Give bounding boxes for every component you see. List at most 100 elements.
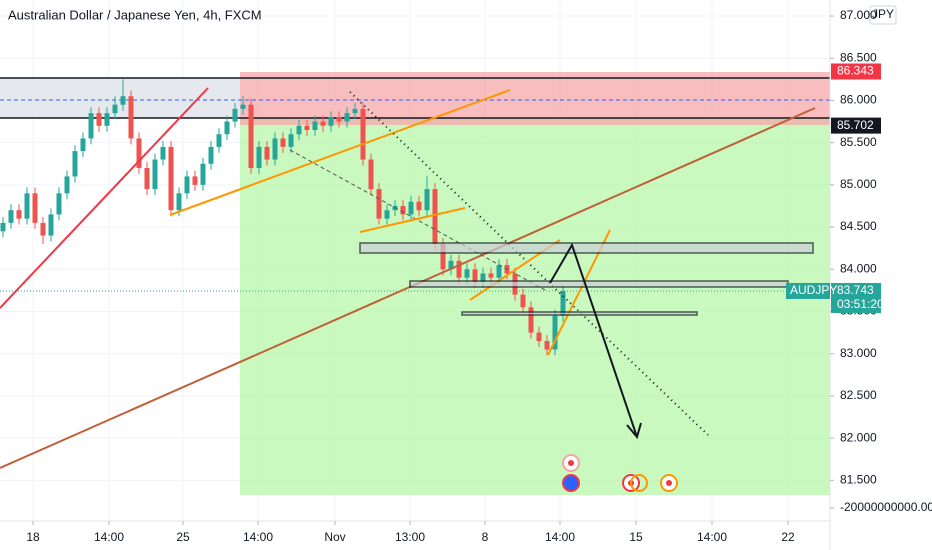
candle-body [456, 260, 462, 278]
y-tick-label: 84.500 [840, 219, 877, 233]
event-icon [562, 474, 580, 492]
y-tick-label: 82.500 [840, 388, 877, 402]
symbol-label-bg [786, 282, 830, 299]
candle-body [464, 269, 470, 278]
price-label: 85.702 [837, 118, 874, 132]
candle-body [40, 222, 46, 236]
candle-body [352, 108, 358, 114]
candle-body [88, 113, 94, 139]
y-tick-label: 86.500 [840, 50, 877, 64]
level-zone [409, 280, 789, 288]
x-tick-label: 22 [781, 530, 795, 544]
candles [0, 79, 566, 356]
price-label: 86.343 [837, 64, 874, 78]
candle-body [248, 104, 254, 168]
candle-body [304, 125, 310, 130]
stop-zone [240, 72, 830, 125]
trend-line [0, 87, 209, 309]
x-tick-label: 14:00 [697, 530, 727, 544]
arrow-head [626, 422, 642, 440]
channel-line [359, 207, 466, 233]
candle-body [216, 134, 222, 147]
y-tick-label: 85.500 [840, 135, 877, 149]
y-tick-label: 81.500 [840, 472, 877, 486]
x-tick-label: 8 [482, 530, 489, 544]
candle-body [424, 189, 430, 211]
candle-body [368, 159, 374, 190]
x-tick-label: Nov [324, 530, 345, 544]
candle-body [448, 260, 454, 270]
symbol-label: AUDJPY [790, 283, 837, 297]
candle-body [72, 151, 78, 177]
event-icon [630, 474, 648, 492]
candle-body [544, 341, 550, 350]
candle-body [168, 146, 174, 211]
candle-body [128, 96, 134, 139]
x-tick-label: 15 [629, 530, 643, 544]
candle-body [400, 205, 406, 215]
candle-body [136, 138, 142, 168]
candle-body [328, 117, 334, 126]
candle-body [104, 113, 110, 126]
candle-body [120, 96, 126, 105]
event-markers [562, 454, 678, 492]
candle-body [80, 138, 86, 152]
candle-body [56, 193, 62, 215]
candle-body [32, 193, 38, 223]
countdown: 03:51:20 [837, 297, 884, 311]
price-label-bg [831, 63, 881, 80]
price-label-bg [831, 117, 881, 134]
candle-body [488, 273, 494, 278]
candle-body [200, 163, 206, 185]
candle-body [256, 146, 262, 168]
candle-body [416, 201, 422, 211]
price-label-bg [831, 282, 881, 313]
candle-body [376, 189, 382, 219]
candle-body [552, 315, 558, 350]
candle-body [24, 193, 30, 219]
y-tick-label: 85.000 [840, 177, 877, 191]
candle-body [280, 138, 286, 147]
candle-body [48, 214, 54, 236]
x-tick-label: 18 [26, 530, 40, 544]
x-tick-label: 13:00 [395, 530, 425, 544]
event-icon [666, 480, 672, 486]
candle-body [296, 125, 302, 135]
y-tick-label: 87.000 [840, 8, 877, 22]
x-tick-label: 25 [176, 530, 190, 544]
event-icon [568, 460, 574, 466]
candle-body [0, 222, 6, 232]
candle-body [264, 146, 270, 160]
candle-body [8, 210, 14, 223]
volume-tick-label: -20000000000.000 [840, 500, 932, 514]
currency-badge [869, 5, 897, 25]
y-tick-label: 86.000 [840, 93, 877, 107]
x-tick-label: 14:00 [94, 530, 124, 544]
candle-body [496, 265, 502, 278]
candle-body [160, 146, 166, 160]
candle-body [560, 290, 566, 316]
candle-body [112, 104, 118, 114]
candle-body [208, 146, 214, 164]
x-tick-label: 14:00 [545, 530, 575, 544]
candle-body [336, 117, 342, 122]
candle-body [288, 134, 294, 147]
candle-body [192, 176, 198, 185]
candle-body [480, 273, 486, 282]
candle-body [176, 193, 182, 211]
y-tick-label: 83.000 [840, 346, 877, 360]
candle-body [152, 159, 158, 190]
candle-body [344, 113, 350, 122]
candle-body [272, 138, 278, 160]
price-label: 83.743 [837, 283, 874, 297]
candle-body [144, 167, 150, 190]
candle-body [472, 269, 478, 282]
y-tick-label: 82.000 [840, 430, 877, 444]
candle-body [360, 108, 366, 160]
candle-body [16, 210, 22, 219]
candle-body [184, 176, 190, 194]
candle-body [312, 121, 318, 130]
resistance-zone [0, 78, 240, 118]
candle-body [320, 121, 326, 126]
